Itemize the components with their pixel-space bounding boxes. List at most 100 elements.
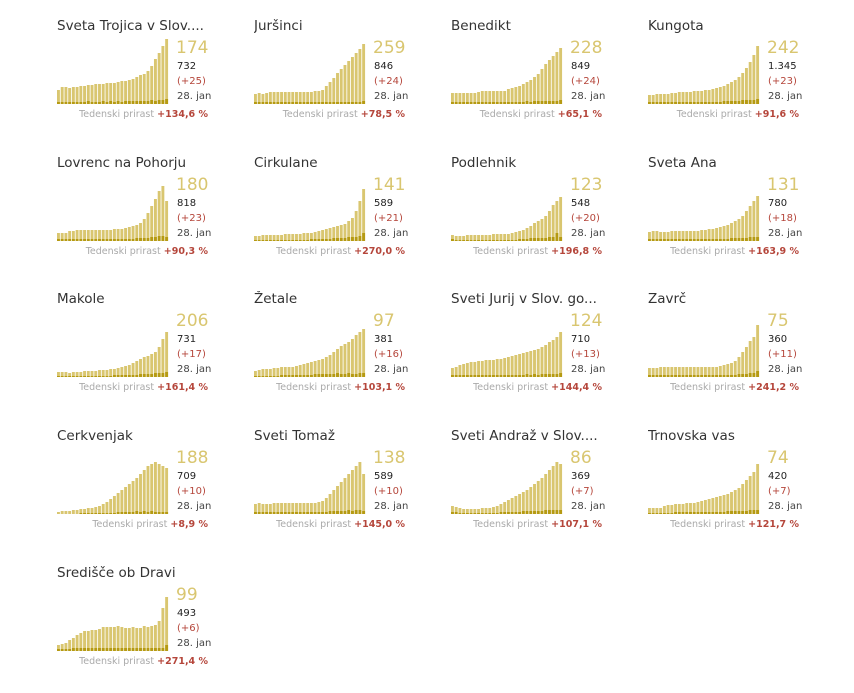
new-cases-bar (555, 101, 559, 104)
cumulative-bar (480, 91, 484, 104)
cumulative-bar (298, 503, 302, 514)
cumulative-bar (161, 46, 165, 104)
new-cases-bar (112, 513, 116, 514)
new-cases-bar (339, 374, 343, 377)
cumulative-bar (659, 94, 663, 104)
cumulative-bar (462, 93, 466, 104)
cumulative-bar (157, 53, 161, 104)
new-cases-bar (555, 374, 559, 377)
cumulative-bar (503, 358, 507, 377)
cumulative-bar (748, 341, 752, 377)
new-cases-bar (689, 375, 692, 377)
date-label: 28. jan (768, 91, 803, 102)
new-cases-bar (748, 510, 752, 514)
cumulative-bar (94, 371, 98, 377)
cumulative-bar (139, 223, 142, 241)
new-cases-bar (648, 513, 651, 514)
cumulative-bar (101, 627, 105, 651)
new-cases-bar (328, 374, 332, 377)
cumulative-bar (718, 496, 722, 514)
new-cases-bar (328, 102, 332, 104)
cumulative-bar (722, 495, 726, 514)
cumulative-bar (146, 627, 150, 651)
new-cases-bar (681, 239, 685, 241)
weekly-growth-value: +161,4 % (157, 382, 208, 393)
cumulative-bar (324, 229, 328, 241)
new-cases-bar (700, 512, 704, 514)
new-cases-bar (265, 240, 269, 241)
new-cases-bar (707, 375, 711, 377)
daily-increase: (+20) (571, 213, 600, 224)
total-cases: 846 (374, 61, 394, 72)
cumulative-bar (321, 359, 325, 377)
cumulative-bar (722, 365, 726, 377)
new-cases-bar (272, 512, 276, 514)
cumulative-bar (536, 349, 540, 377)
cumulative-bar (506, 234, 510, 241)
cumulative-bar (499, 91, 503, 104)
new-cases-bar (454, 240, 458, 241)
cumulative-bar (462, 236, 466, 241)
new-cases-bar (165, 372, 169, 377)
weekly-growth: Tedenski prirast +8,9 % (92, 518, 208, 532)
new-cases-bar (68, 102, 72, 104)
active-cases: 206 (176, 311, 209, 331)
cumulative-bar (146, 71, 150, 104)
new-cases-bar (347, 373, 351, 377)
new-cases-bar (146, 648, 150, 651)
new-cases-bar (309, 375, 313, 377)
cumulative-bar (514, 355, 518, 377)
active-cases: 97 (373, 311, 395, 331)
cumulative-bar (350, 339, 354, 377)
total-cases: 710 (571, 334, 591, 345)
weekly-growth-value: +121,7 % (748, 519, 799, 530)
cumulative-bar (268, 235, 272, 241)
new-cases-bar (748, 237, 752, 241)
sparkline-chart (57, 462, 169, 514)
cumulative-bar (700, 230, 704, 241)
new-cases-bar (484, 375, 488, 377)
new-cases-bar (722, 375, 726, 377)
new-cases-bar (98, 376, 101, 377)
new-cases-bar (64, 239, 68, 241)
new-cases-bar (551, 374, 555, 377)
new-cases-bar (358, 510, 362, 514)
cumulative-bar (744, 347, 748, 377)
cumulative-bar (730, 492, 733, 514)
new-cases-bar (150, 511, 154, 514)
cumulative-bar (291, 367, 295, 377)
cumulative-bar (57, 90, 60, 104)
cumulative-bar (685, 503, 689, 514)
new-cases-bar (313, 374, 317, 377)
new-cases-bar (64, 376, 68, 377)
total-cases: 1.345 (768, 61, 797, 72)
cumulative-bar (79, 86, 83, 104)
new-cases-bar (60, 102, 64, 104)
new-cases-bar (339, 238, 343, 241)
cumulative-bar (86, 508, 90, 514)
new-cases-bar (533, 101, 536, 104)
cumulative-bar (559, 332, 563, 377)
new-cases-bar (265, 102, 269, 104)
new-cases-bar (677, 102, 681, 104)
sparkline-chart (451, 332, 563, 377)
new-cases-bar (157, 100, 161, 104)
cumulative-bar (506, 89, 510, 104)
new-cases-bar (462, 102, 466, 104)
cumulative-bar (689, 231, 692, 241)
cumulative-bar (321, 501, 325, 514)
cumulative-bar (268, 369, 272, 377)
new-cases-bar (510, 375, 514, 377)
cumulative-bar (153, 59, 157, 104)
cumulative-bar (521, 492, 525, 514)
municipality-panel: Sveti Tomaž 138 589 (+10) 28. jan Tedenski pr… (254, 428, 451, 556)
cumulative-bar (161, 466, 165, 514)
new-cases-bar (480, 102, 484, 104)
new-cases-bar (469, 102, 473, 104)
new-cases-bar (131, 239, 135, 241)
sparkline-chart (254, 462, 366, 514)
cumulative-bar (131, 363, 135, 377)
cumulative-bar (454, 236, 458, 241)
cumulative-bar (492, 360, 495, 377)
new-cases-bar (492, 375, 495, 377)
